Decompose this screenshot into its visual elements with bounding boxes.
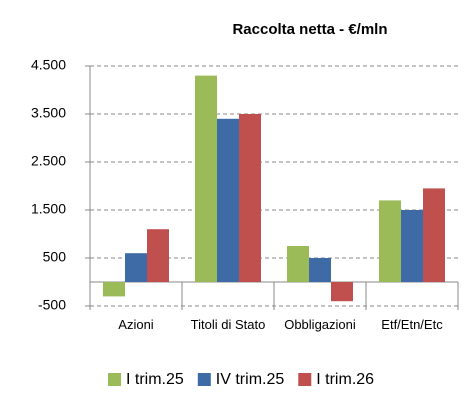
- x-tick-label: Obbligazioni: [284, 317, 356, 332]
- bar: [125, 253, 147, 282]
- bar: [239, 114, 261, 282]
- legend-swatch: [108, 373, 121, 386]
- y-tick-label: 500: [43, 249, 67, 265]
- y-tick-label: -500: [38, 297, 66, 313]
- bar: [147, 229, 169, 282]
- bar: [103, 282, 125, 297]
- x-tick-label: Titoli di Stato: [190, 317, 266, 332]
- bar: [217, 118, 239, 282]
- legend-label: I trim.25: [126, 371, 184, 388]
- legend-label: I trim.26: [316, 371, 374, 388]
- legend-swatch: [298, 373, 312, 386]
- legend-label: IV trim.25: [216, 371, 285, 388]
- bar: [379, 200, 401, 282]
- bar: [287, 246, 309, 282]
- bar: [401, 210, 423, 282]
- y-tick-label: 3.500: [31, 105, 66, 121]
- bar: [309, 258, 331, 282]
- chart-title: Raccolta netta - €/mln: [232, 21, 387, 38]
- x-tick-label: Azioni: [118, 317, 154, 332]
- y-tick-label: 2.500: [31, 153, 66, 169]
- bar: [423, 188, 445, 282]
- x-tick-label: Etf/Etn/Etc: [381, 317, 443, 332]
- bar: [331, 282, 353, 302]
- legend-swatch: [197, 373, 211, 386]
- y-tick-label: 4.500: [31, 57, 66, 73]
- bar: [195, 75, 217, 282]
- y-tick-label: 1.500: [31, 201, 66, 217]
